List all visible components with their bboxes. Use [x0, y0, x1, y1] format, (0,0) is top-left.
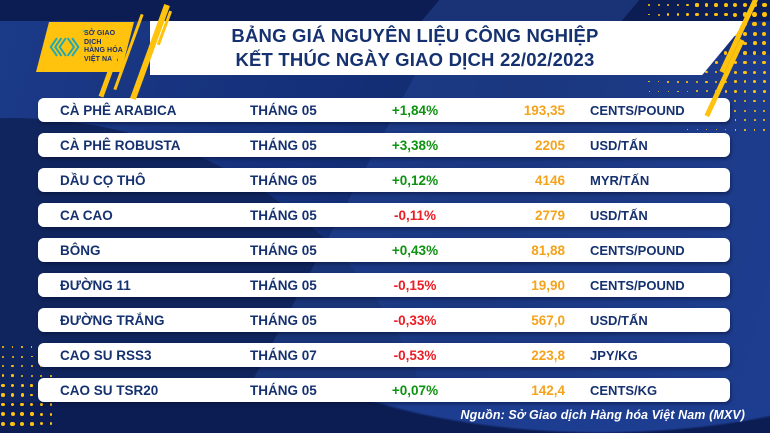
change-percent: -0,53% — [393, 347, 437, 363]
change-percent: +3,38% — [391, 137, 439, 153]
logo-text-line: HÀNG HÓA — [84, 47, 123, 54]
commodity-name: CA CAO — [60, 207, 113, 223]
price-table: CÀ PHÊ ARABICA THÁNG 05 +1,84% 193,35 CE… — [38, 98, 730, 402]
bottom-strip — [0, 402, 770, 433]
price-value: 142,4 — [531, 382, 565, 398]
mxv-logo: ™ SỞ GIAO DỊCH HÀNG HÓA VIỆT NAM — [36, 22, 134, 72]
page-title: BẢNG GIÁ NGUYÊN LIỆU CÔNG NGHIỆP — [231, 25, 599, 46]
change-percent: +0,07% — [391, 382, 439, 398]
logo-text-line: SỞ GIAO DỊCH — [84, 30, 116, 46]
change-percent: +0,12% — [391, 172, 439, 188]
commodity-name: CAO SU TSR20 — [60, 382, 159, 398]
commodity-name: CÀ PHÊ ROBUSTA — [60, 137, 181, 153]
source-attribution: Nguồn: Sở Giao dịch Hàng hóa Việt Nam (M… — [460, 408, 745, 422]
price-value: 4146 — [534, 172, 565, 188]
change-percent: +1,84% — [391, 102, 439, 118]
header-title-band: BẢNG GIÁ NGUYÊN LIỆU CÔNG NGHIỆP KẾT THÚ… — [150, 21, 747, 75]
contract-month: THÁNG 05 — [250, 382, 317, 398]
contract-month: THÁNG 05 — [250, 277, 317, 293]
trademark-symbol: ™ — [82, 30, 87, 36]
price-unit: JPY/KG — [590, 347, 638, 363]
price-value: 2779 — [534, 207, 565, 223]
table-row: BÔNG THÁNG 05 +0,43% 81,88 CENTS/POUND — [38, 238, 730, 262]
commodity-name: CÀ PHÊ ARABICA — [60, 102, 177, 118]
price-value: 19,90 — [531, 277, 565, 293]
mxv-logo-text: SỞ GIAO DỊCH HÀNG HÓA VIỆT NAM — [84, 30, 134, 64]
table-row: CÀ PHÊ ROBUSTA THÁNG 05 +3,38% 2205 USD/… — [38, 133, 730, 157]
logo-text-line: VIỆT NAM — [84, 55, 119, 63]
price-value: 81,88 — [531, 242, 565, 258]
price-value: 223,8 — [531, 347, 565, 363]
price-value: 567,0 — [531, 312, 565, 328]
price-unit: MYR/TẤN — [590, 172, 650, 188]
price-unit: USD/TẤN — [590, 207, 648, 223]
commodity-name: BÔNG — [60, 242, 101, 258]
contract-month: THÁNG 05 — [250, 242, 317, 258]
commodity-name: DẦU CỌ THÔ — [60, 172, 146, 188]
change-percent: -0,15% — [393, 277, 437, 293]
contract-month: THÁNG 05 — [250, 312, 317, 328]
price-unit: USD/TẤN — [590, 312, 648, 328]
page-subtitle: KẾT THÚC NGÀY GIAO DỊCH 22/02/2023 — [235, 49, 595, 70]
table-row: CAO SU RSS3 THÁNG 07 -0,53% 223,8 JPY/KG — [38, 343, 730, 367]
price-unit: CENTS/KG — [590, 382, 658, 398]
contract-month: THÁNG 05 — [250, 207, 317, 223]
table-row: CAO SU TSR20 THÁNG 05 +0,07% 142,4 CENTS… — [38, 378, 730, 402]
commodity-name: ĐƯỜNG TRẮNG — [60, 312, 165, 328]
change-percent: -0,33% — [393, 312, 437, 328]
commodity-name: ĐƯỜNG 11 — [60, 277, 131, 293]
change-percent: -0,11% — [393, 207, 437, 223]
price-value: 2205 — [534, 137, 565, 153]
price-unit: CENTS/POUND — [590, 277, 685, 293]
contract-month: THÁNG 05 — [250, 102, 317, 118]
change-percent: +0,43% — [391, 242, 439, 258]
price-unit: CENTS/POUND — [590, 102, 685, 118]
mxv-logo-icon — [49, 35, 81, 59]
table-row: ĐƯỜNG TRẮNG THÁNG 05 -0,33% 567,0 USD/TẤ… — [38, 308, 730, 332]
contract-month: THÁNG 07 — [250, 347, 317, 363]
table-row: CÀ PHÊ ARABICA THÁNG 05 +1,84% 193,35 CE… — [38, 98, 730, 122]
price-unit: CENTS/POUND — [590, 242, 685, 258]
table-row: DẦU CỌ THÔ THÁNG 05 +0,12% 4146 MYR/TẤN — [38, 168, 730, 192]
price-value: 193,35 — [523, 102, 565, 118]
table-row: CA CAO THÁNG 05 -0,11% 2779 USD/TẤN — [38, 203, 730, 227]
contract-month: THÁNG 05 — [250, 137, 317, 153]
contract-month: THÁNG 05 — [250, 172, 317, 188]
top-strip — [0, 0, 770, 21]
table-row: ĐƯỜNG 11 THÁNG 05 -0,15% 19,90 CENTS/POU… — [38, 273, 730, 297]
price-unit: USD/TẤN — [590, 137, 648, 153]
commodity-name: CAO SU RSS3 — [60, 347, 152, 363]
